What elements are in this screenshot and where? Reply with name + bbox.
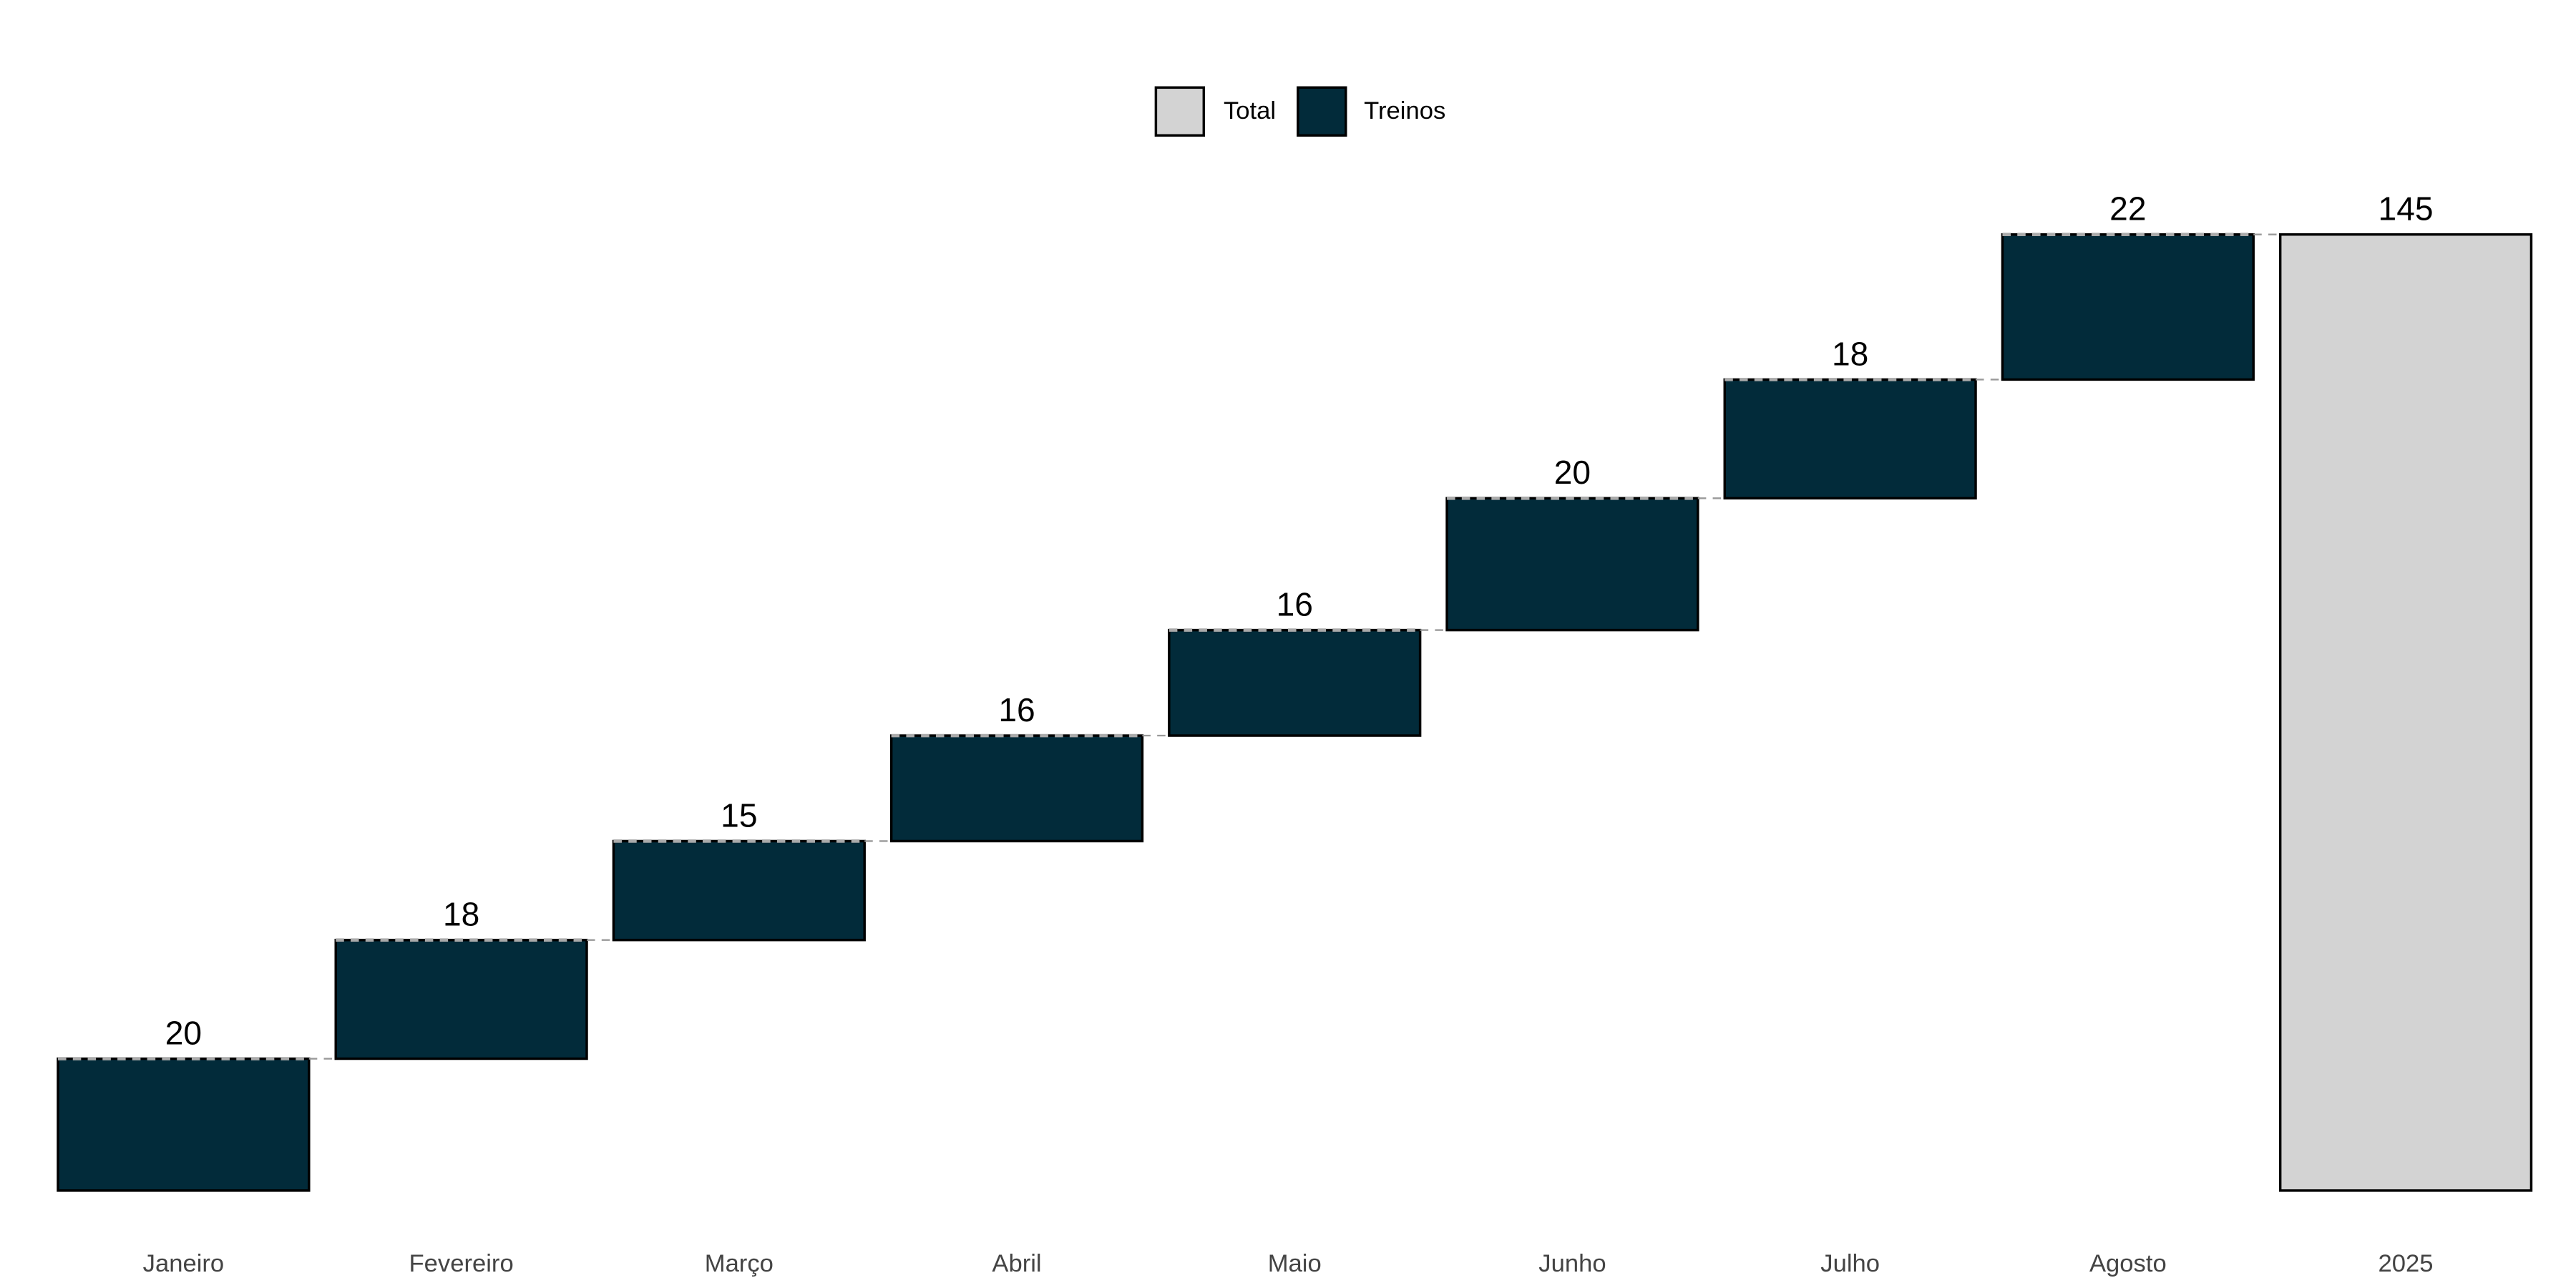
x-tick-label: Março [705,1250,774,1277]
bar [334,938,588,1060]
value-label: 22 [2109,190,2146,228]
bar [2001,233,2255,381]
x-tick-label: Abril [992,1250,1041,1277]
legend-swatch [1297,86,1347,137]
bar [1723,378,1977,500]
value-label: 16 [998,691,1035,728]
total-bar [2278,233,2533,1192]
legend-swatch [1154,86,1206,137]
bar [1445,497,1699,632]
legend-label: Treinos [1364,97,1445,125]
x-tick-label: Junho [1538,1250,1606,1277]
x-tick-label: Maio [1268,1250,1322,1277]
value-label: 145 [2379,190,2434,228]
bar [612,839,866,942]
value-label: 18 [443,896,479,933]
legend-label: Total [1224,97,1276,125]
x-tick-label: Janeiro [143,1250,225,1277]
bar [889,734,1144,843]
x-tick-label: Fevereiro [409,1250,514,1277]
value-label: 16 [1277,585,1313,623]
bar [1168,628,1422,737]
value-label: 15 [721,796,757,834]
bar [57,1057,311,1192]
value-label: 20 [165,1014,202,1051]
x-tick-label: 2025 [2379,1250,2434,1277]
value-label: 18 [1832,335,1868,372]
x-tick-label: Agosto [2089,1250,2167,1277]
value-label: 20 [1554,454,1591,491]
x-tick-label: Julho [1820,1250,1880,1277]
